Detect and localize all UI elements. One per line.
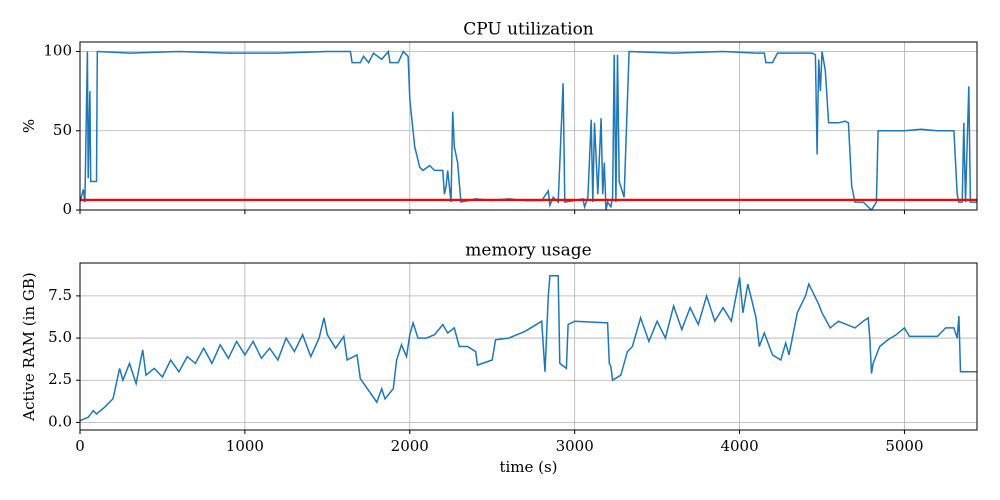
y-tick-label: 5.0	[48, 328, 72, 346]
x-axis-label: time (s)	[499, 458, 557, 476]
x-tick-label: 0	[75, 437, 85, 455]
series-line	[80, 274, 977, 422]
y-axis-label: Active RAM (in GB)	[20, 272, 38, 421]
y-tick-label: 50	[53, 121, 72, 139]
axes-frame	[79, 41, 978, 211]
y-tick-label: 100	[43, 42, 72, 60]
y-tick-label: 0.0	[48, 412, 72, 430]
x-tick-label: 1000	[226, 437, 264, 455]
x-tick-label: 5000	[885, 437, 923, 455]
y-tick-label: 2.5	[48, 370, 72, 388]
y-tick-label: 7.5	[48, 286, 72, 304]
x-tick-label: 2000	[391, 437, 429, 455]
y-tick-label: 0	[62, 200, 72, 218]
axes-frame	[79, 262, 978, 431]
chart-title: memory usage	[465, 241, 591, 261]
chart-title: CPU utilization	[463, 20, 594, 40]
series-line	[80, 49, 977, 210]
y-axis-label: %	[20, 119, 38, 133]
x-tick-label: 3000	[556, 437, 594, 455]
x-tick-label: 4000	[720, 437, 758, 455]
